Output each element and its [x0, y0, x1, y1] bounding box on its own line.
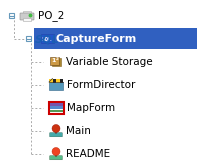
- Bar: [50, 103, 63, 106]
- Bar: [23, 18, 31, 21]
- Bar: [50, 56, 59, 64]
- Bar: [9, 13, 13, 18]
- Bar: [50, 110, 63, 112]
- Bar: [41, 34, 53, 43]
- Bar: [60, 78, 63, 82]
- Bar: [49, 78, 52, 82]
- Bar: [52, 78, 56, 82]
- Text: MapForm: MapForm: [67, 103, 115, 113]
- Text: README: README: [66, 149, 110, 159]
- Text: 1: 1: [52, 57, 56, 62]
- Text: PO_2: PO_2: [38, 11, 64, 21]
- Bar: [49, 82, 63, 90]
- Text: SQL: SQL: [42, 36, 52, 41]
- Text: 2: 2: [56, 56, 58, 60]
- FancyBboxPatch shape: [50, 133, 62, 137]
- FancyBboxPatch shape: [50, 156, 62, 160]
- Circle shape: [52, 125, 60, 132]
- Text: SQL: SQL: [35, 34, 60, 44]
- Text: Variable Storage: Variable Storage: [66, 57, 153, 67]
- Bar: [26, 36, 30, 41]
- Text: FormDirector: FormDirector: [67, 80, 135, 90]
- Circle shape: [52, 147, 60, 155]
- Bar: [49, 102, 64, 114]
- Bar: [34, 28, 197, 49]
- Bar: [52, 57, 61, 65]
- Bar: [50, 106, 63, 109]
- Bar: [23, 11, 31, 14]
- Text: Main: Main: [66, 126, 91, 136]
- Bar: [56, 78, 60, 82]
- FancyBboxPatch shape: [20, 13, 34, 20]
- Text: CaptureForm: CaptureForm: [55, 34, 136, 44]
